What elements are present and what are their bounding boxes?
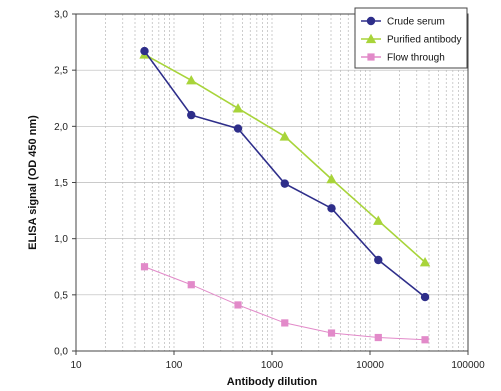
- y-tick-label: 2,0: [54, 122, 68, 133]
- legend-label-purified-antibody: Purified antibody: [387, 35, 462, 46]
- y-tick-label: 3,0: [54, 10, 68, 21]
- x-tick-label: 100000: [451, 360, 485, 371]
- data-point-flow-through: [374, 333, 382, 342]
- legend-marker-crude-serum: [366, 16, 376, 26]
- y-tick-label: 0,0: [54, 347, 68, 358]
- x-axis-title: Antibody dilution: [227, 376, 318, 388]
- x-tick-label: 100: [166, 360, 183, 371]
- data-point-purified-antibody: [326, 173, 337, 184]
- series-layer: [139, 46, 431, 344]
- data-point-flow-through: [187, 281, 195, 289]
- data-point-purified-antibody: [232, 103, 244, 113]
- y-tick-label: 0,5: [54, 290, 68, 301]
- data-point-purified-antibody: [419, 257, 431, 267]
- data-point-crude-serum: [140, 46, 149, 56]
- y-tick-label: 2,5: [54, 66, 68, 77]
- x-tick-label: 1000: [261, 360, 284, 371]
- data-point-flow-through: [421, 336, 429, 344]
- data-point-crude-serum: [420, 292, 430, 302]
- data-point-crude-serum: [374, 255, 383, 265]
- data-point-flow-through: [327, 329, 336, 337]
- series-flow-through: [140, 263, 429, 344]
- legend: Crude serum Purified antibody Flow through: [354, 7, 468, 69]
- data-point-flow-through: [234, 301, 242, 309]
- legend-label-crude-serum: Crude serum: [387, 17, 445, 28]
- data-point-purified-antibody: [186, 75, 197, 85]
- y-tick-label: 1,5: [54, 178, 68, 189]
- data-point-crude-serum: [187, 110, 196, 120]
- x-tick-label: 10000: [356, 360, 384, 371]
- data-point-purified-antibody: [279, 131, 290, 141]
- y-axis-title: ELISA signal (OD 450 nm): [27, 115, 39, 250]
- legend-marker-purified-antibody: [365, 33, 377, 44]
- y-axis-ticks: 0,0 0,5 1,0 1,5 2,0 2,5 3,0: [54, 10, 76, 358]
- x-tick-label: 10: [70, 360, 82, 371]
- x-axis-ticks: 10 100 1000 10000 100000: [70, 351, 485, 371]
- data-point-flow-through: [281, 319, 289, 327]
- series-purified-antibody: [139, 49, 431, 267]
- series-crude-serum: [140, 46, 430, 302]
- data-point-purified-antibody: [373, 215, 384, 225]
- data-point-crude-serum: [233, 124, 243, 133]
- legend-label-flow-through: Flow through: [387, 53, 445, 64]
- legend-marker-flow-through: [367, 53, 375, 61]
- data-point-crude-serum: [327, 204, 336, 213]
- data-point-flow-through: [140, 263, 149, 271]
- y-tick-label: 1,0: [54, 234, 68, 245]
- data-point-crude-serum: [280, 179, 289, 188]
